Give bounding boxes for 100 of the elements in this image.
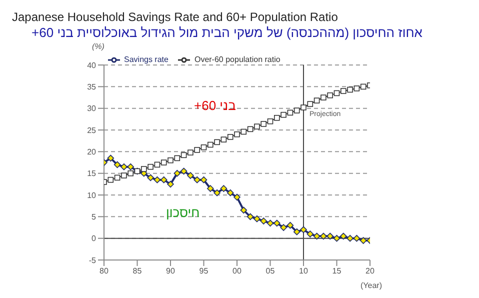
point xyxy=(121,172,127,178)
point xyxy=(300,226,307,234)
point xyxy=(168,157,174,164)
point xyxy=(187,172,194,179)
x-tick-label: 90 xyxy=(166,266,176,276)
y-tick-label: -5 xyxy=(88,256,97,265)
point xyxy=(147,174,154,182)
point xyxy=(127,163,134,170)
point xyxy=(167,180,174,188)
point xyxy=(287,110,294,116)
point xyxy=(346,234,354,242)
point xyxy=(141,166,147,172)
point xyxy=(108,176,114,183)
x-tick-label: 80 xyxy=(100,266,109,276)
y-tick-label: 5 xyxy=(92,212,97,222)
point xyxy=(234,194,240,201)
point xyxy=(154,162,160,168)
annotation: בני 60+ xyxy=(194,98,236,113)
point xyxy=(247,126,254,132)
point xyxy=(300,104,306,110)
legend-label: Savings rate xyxy=(124,55,168,64)
point xyxy=(340,232,347,240)
point xyxy=(194,176,200,184)
chart-subtitle: אחוז החיסכון (מההכנסה) של משקי הבית מול הגידול באוכלוסיית בני 60+ xyxy=(30,25,424,40)
point xyxy=(154,176,161,184)
point xyxy=(306,230,314,238)
chart-title: Japanese Household Savings Rate and 60+ Population Ratio xyxy=(12,10,338,24)
y-tick-label: 20 xyxy=(87,148,97,157)
point xyxy=(266,220,274,227)
point xyxy=(254,215,260,222)
point xyxy=(194,147,200,153)
point xyxy=(114,174,120,181)
point xyxy=(353,234,360,242)
point xyxy=(320,232,327,240)
point xyxy=(180,152,187,158)
point xyxy=(114,161,121,168)
point xyxy=(260,121,266,127)
point xyxy=(240,128,247,135)
y-tick-label: 15 xyxy=(87,169,97,178)
point xyxy=(128,170,134,176)
point xyxy=(160,160,167,166)
x-tick-label: 00 xyxy=(232,266,242,276)
point xyxy=(220,136,227,142)
point xyxy=(200,176,208,184)
x-axis-title: (Year) xyxy=(360,281,382,290)
x-tick-label: 85 xyxy=(132,266,142,276)
point xyxy=(360,237,367,244)
y-tick-label: 25 xyxy=(87,126,97,135)
point xyxy=(280,112,286,118)
point xyxy=(280,224,287,231)
point xyxy=(246,213,254,220)
y-tick-label: 30 xyxy=(87,104,97,114)
point xyxy=(180,168,188,175)
point xyxy=(360,84,366,90)
point xyxy=(333,234,340,242)
point xyxy=(200,144,207,150)
point xyxy=(148,164,154,170)
point xyxy=(174,170,181,177)
point xyxy=(107,154,114,162)
point xyxy=(347,86,353,93)
x-tick-label: 05 xyxy=(266,266,276,276)
y-tick-label: 10 xyxy=(87,190,97,200)
point xyxy=(234,131,240,138)
point xyxy=(274,114,280,121)
point xyxy=(160,176,168,184)
legend-label: Over-60 population ratio xyxy=(194,55,280,64)
y-tick-label: 0 xyxy=(92,234,97,244)
point xyxy=(240,206,248,214)
point xyxy=(340,88,346,94)
point xyxy=(293,228,300,236)
x-tick-label: 10 xyxy=(299,266,308,276)
point xyxy=(334,90,340,96)
point xyxy=(314,98,320,104)
x-tick-label: 15 xyxy=(332,266,342,276)
point xyxy=(327,92,333,98)
annotation: חיסכון xyxy=(166,205,200,220)
point xyxy=(208,142,214,148)
point xyxy=(307,101,314,107)
point xyxy=(260,218,267,224)
y-tick-label: 35 xyxy=(87,82,97,92)
point xyxy=(354,86,360,92)
x-tick-label: 95 xyxy=(199,266,209,276)
point xyxy=(326,232,334,240)
point xyxy=(207,185,214,192)
point xyxy=(267,118,274,124)
point xyxy=(294,108,300,114)
point xyxy=(120,163,128,170)
point xyxy=(313,232,320,240)
y-axis-title: (%) xyxy=(92,42,104,51)
point xyxy=(274,220,280,227)
point xyxy=(174,155,180,162)
point xyxy=(220,185,228,192)
point xyxy=(227,134,234,140)
point xyxy=(188,150,194,156)
x-tick-label: 20 xyxy=(366,266,375,276)
point xyxy=(214,189,220,196)
point xyxy=(214,139,220,146)
point xyxy=(286,222,294,229)
y-tick-label: 40 xyxy=(87,60,97,70)
point xyxy=(254,124,260,130)
